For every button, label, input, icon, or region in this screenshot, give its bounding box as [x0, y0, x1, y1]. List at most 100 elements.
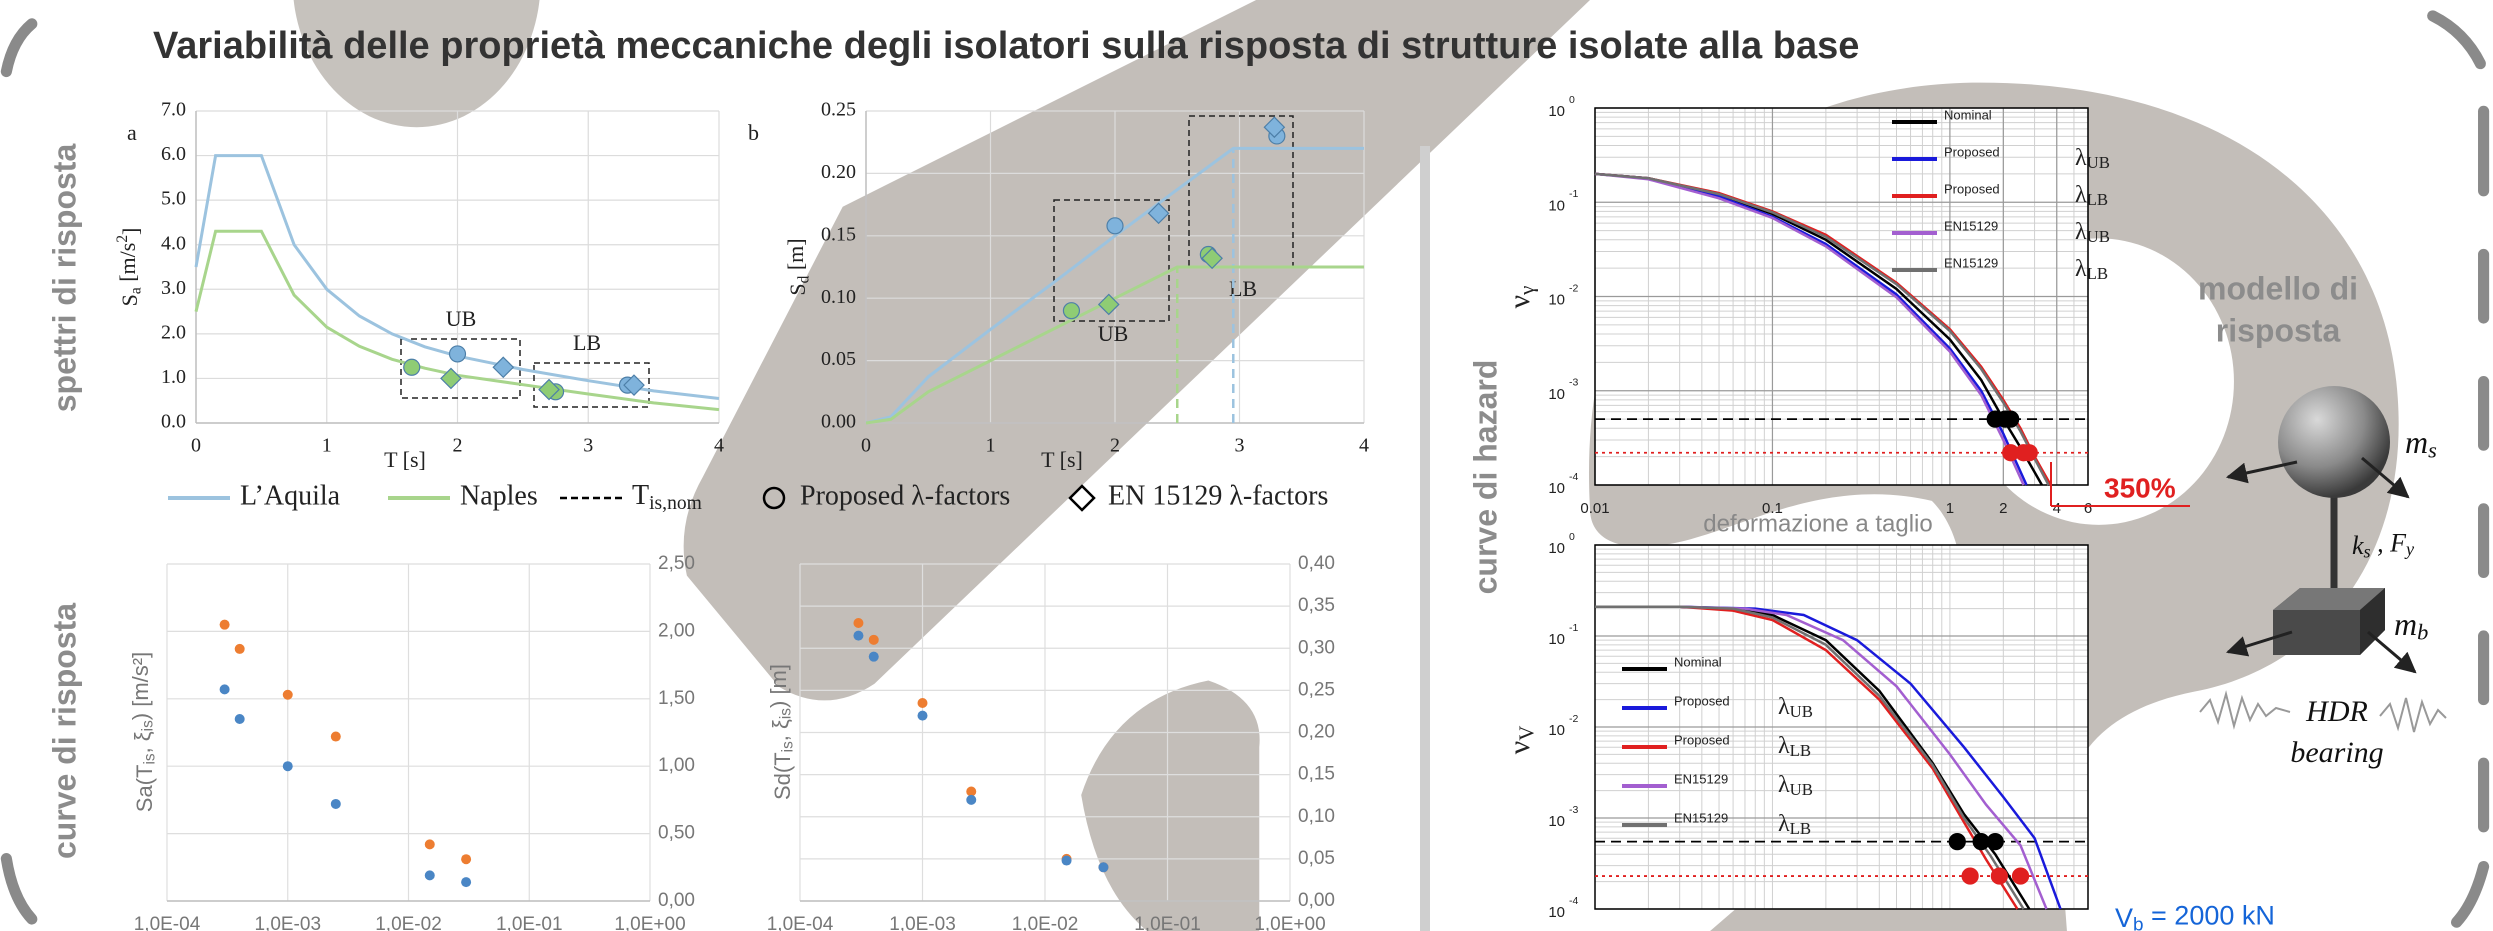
bearing-side [2360, 588, 2385, 655]
y-tick-label: 10 [1548, 540, 1565, 557]
x-tick-label: 1 [986, 435, 996, 457]
y-tick-label: 10 [1548, 722, 1565, 739]
decor-band [683, 0, 1590, 701]
legend-qualifier-sub: LB [2087, 264, 2108, 283]
legend-qualifier-sub: UB [1790, 780, 1813, 799]
y-tick-label: 0.25 [821, 99, 856, 121]
mass-label: ms​ [2405, 424, 2437, 463]
x-tick-label: 1,0E-04 [767, 914, 834, 931]
x-tick-label: 0.01 [1580, 500, 1609, 517]
data-point [868, 651, 879, 662]
data-point [1961, 867, 1979, 885]
series-line [865, 265, 1364, 425]
y-axis-label-part: ) [m/s²] [128, 652, 153, 720]
y-tick-label: 0.05 [821, 348, 856, 370]
series-line [1594, 172, 2050, 486]
data-point [461, 877, 472, 888]
y-tick-label: 10 [1548, 904, 1565, 921]
data-point [1106, 217, 1124, 235]
panel-label: a [127, 120, 137, 145]
base-shear-label-sub: b [2133, 915, 2144, 931]
data-point [868, 634, 879, 645]
y-tick-exponent: -1 [1569, 622, 1578, 634]
y-tick-label: 0,30 [1298, 637, 1335, 658]
mass-label-part: m [2394, 606, 2417, 642]
data-point [917, 710, 928, 721]
y-tick-label: 0.00 [821, 411, 856, 433]
spring-label-part: k [2352, 531, 2364, 560]
data-point [917, 698, 928, 709]
y-axis-label-part: Sd(T [770, 752, 795, 800]
ground-motion [2379, 697, 2447, 733]
base-shear-label-part: V [2115, 903, 2133, 931]
y-tick-exponent: 0 [1569, 94, 1575, 106]
legend-label-sub: is,nom [649, 492, 702, 513]
y-tick-label: 0,00 [658, 890, 695, 911]
poster-title: Variabilità delle proprietà meccaniche d… [153, 25, 1859, 67]
data-point [1061, 855, 1072, 866]
y-axis-label-part: S [785, 283, 810, 295]
legend-label: EN15129 [1674, 810, 1728, 825]
legend: L’Aquila Naples Tis,nom​ Proposed λ-factors… [168, 480, 1328, 513]
chart: 10 -4 10 -3 10 -2 10 -1 10 0 0.01 0.1 1 2 4 6 deformazio… [1503, 94, 2190, 537]
annotation-box [1053, 199, 1170, 322]
x-tick-label: 1,0E-03 [254, 914, 321, 931]
y-tick-label: 0,05 [1298, 848, 1335, 869]
spring-label-part: , F [2371, 529, 2408, 558]
data-point [2002, 410, 2020, 428]
y-tick-label: 10 [1548, 386, 1565, 403]
legend-swatch [762, 486, 786, 510]
spring-label-sub: s [2364, 542, 2371, 562]
y-axis-label-sub: is [140, 720, 157, 731]
base-shear-label-part: = 2000 kN [2144, 901, 2275, 931]
series-line [194, 229, 720, 412]
legend-qualifier-sub: LB [1790, 741, 1811, 760]
y-axis-label: Sa​ [m/s2​] [114, 228, 145, 307]
y-tick-label: 4.0 [161, 232, 186, 254]
data-point [330, 731, 341, 742]
data-point [1201, 247, 1223, 270]
legend-qualifier-part: λ [1778, 733, 1790, 759]
legend-label: Naples [460, 480, 538, 511]
legend-label: Nominal [1674, 654, 1722, 669]
y-tick-exponent: -2 [1569, 282, 1578, 294]
x-axis-label: T [s] [1041, 447, 1083, 472]
legend-qualifier-part: λ [2075, 219, 2087, 245]
x-tick-label: 1,0E-03 [889, 914, 956, 931]
spring-label-sub: y [2404, 539, 2415, 559]
y-axis-label-sup: 2 [114, 235, 131, 243]
x-tick-label: 2 [1110, 435, 1120, 457]
x-tick-label: 0.1 [1762, 500, 1783, 517]
mass-sphere [2278, 386, 2390, 498]
model-title: risposta [2216, 312, 2341, 348]
data-point [1263, 116, 1286, 139]
data-point [966, 794, 977, 805]
y-tick-label: 10 [1548, 480, 1565, 497]
legend-label: EN15129 [1944, 218, 1998, 233]
y-axis-label: νγ​ [1503, 286, 1538, 309]
legend-label: L’Aquila [240, 480, 341, 511]
bearing-label: HDR [2305, 695, 2368, 728]
y-axis-label: Sd​ [m] [783, 238, 812, 295]
y-axis-label-part: ] [118, 228, 143, 235]
chart: 0.0 1.0 2.0 3.0 4.0 5.0 6.0 7.0 0 1 2 3 4 a T [s] Sa​ [… [114, 99, 724, 472]
legend-label: Proposed [1944, 144, 2000, 159]
legend-qualifier-sub: LB [1790, 819, 1811, 838]
legend-label: Proposed λ-factors [800, 480, 1010, 511]
y-tick-label: 0,00 [1298, 890, 1335, 911]
legend-qualifier-sub: UB [2087, 227, 2110, 246]
data-point [853, 630, 864, 641]
x-tick-label: 2 [1999, 500, 2007, 517]
y-axis-label-sub: is [142, 753, 159, 764]
y-tick-label: 0,35 [1298, 595, 1335, 616]
y-tick-label: 1,50 [658, 688, 695, 709]
legend-swatch [1068, 484, 1096, 512]
legend-label: EN 15129 λ-factors [1108, 480, 1328, 511]
chart: 0.00 0.05 0.10 0.15 0.20 0.25 0 1 2 3 4 b T [s] Sd​ [… [748, 99, 1369, 472]
chart: 0,00 0,50 1,00 1,50 2,00 2,50 1,0E-04 1,0E-03 1,… [128, 553, 695, 931]
y-tick-label: 0.20 [821, 161, 856, 183]
data-point [623, 374, 645, 396]
y-tick-label: 0,50 [658, 823, 695, 844]
